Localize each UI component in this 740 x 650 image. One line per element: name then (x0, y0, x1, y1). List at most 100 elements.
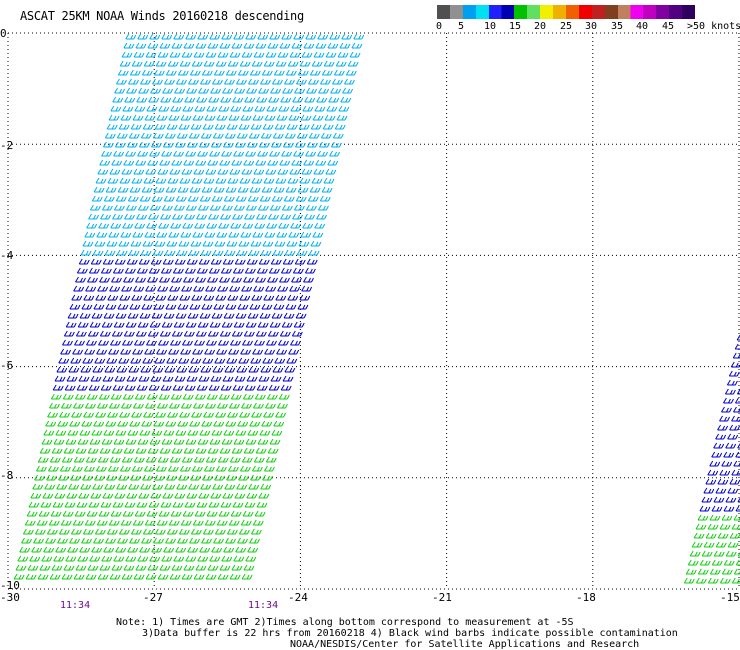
wind-barb (127, 429, 139, 436)
wind-barb (216, 114, 228, 121)
wind-barb (168, 348, 180, 355)
wind-barb (149, 33, 161, 40)
wind-barb (269, 33, 281, 40)
wind-barb (167, 177, 179, 184)
wind-barb (276, 231, 288, 238)
wind-barb (729, 532, 740, 539)
wind-barb (256, 267, 268, 274)
wind-barb (142, 528, 154, 535)
wind-barb (115, 312, 127, 319)
colorbar-swatch (462, 5, 489, 19)
wind-barb (278, 105, 290, 112)
wind-barb (166, 240, 178, 247)
wind-barb (121, 456, 133, 463)
wind-barb (243, 447, 255, 454)
wind-barb (139, 312, 151, 319)
wind-barb (89, 438, 101, 445)
wind-barb (82, 528, 94, 535)
wind-barb (290, 222, 302, 229)
wind-barb (186, 375, 198, 382)
wind-barb (193, 402, 204, 409)
wind-barb (118, 240, 130, 247)
wind-barb (266, 222, 278, 229)
wind-barb (96, 231, 108, 238)
wind-barb (13, 573, 25, 580)
wind-barb (163, 312, 175, 319)
wind-barb (161, 438, 173, 445)
wind-barb (152, 483, 164, 490)
wind-barb (167, 294, 179, 301)
wind-barb (123, 564, 135, 571)
wind-barb (267, 330, 279, 337)
wind-barb (291, 42, 303, 49)
wind-barb (241, 402, 252, 409)
wind-barb (229, 168, 241, 175)
wind-barb (314, 105, 326, 112)
wind-barb (254, 105, 266, 112)
wind-barb (29, 555, 41, 562)
wind-barb (219, 564, 231, 571)
wind-barb (703, 541, 715, 548)
wind-barb (235, 195, 247, 202)
wind-barb (312, 114, 324, 121)
wind-barb (158, 510, 170, 517)
map-frame (7, 32, 740, 593)
wind-barb (293, 204, 305, 211)
wind-barb (190, 528, 202, 535)
wind-barb (243, 276, 254, 283)
wind-barb (273, 186, 285, 193)
wind-barb (273, 303, 285, 310)
wind-barb (721, 514, 733, 521)
wind-barb (292, 267, 304, 274)
wind-barb (220, 267, 232, 274)
wind-barb (152, 78, 163, 85)
wind-barb (116, 78, 127, 85)
wind-barb (229, 456, 241, 463)
lon-label-m24: -24 (288, 591, 308, 604)
wind-barb (112, 96, 124, 103)
wind-barb (185, 438, 197, 445)
wind-barb (58, 474, 69, 481)
wind-barb (221, 204, 233, 211)
wind-barb (693, 532, 705, 539)
wind-barb (175, 546, 187, 553)
wind-barb (88, 501, 100, 508)
wind-barb (293, 33, 305, 40)
wind-barb (224, 483, 236, 490)
wind-barb (83, 294, 95, 301)
wind-barb (173, 555, 185, 562)
wind-barb (242, 222, 254, 229)
wind-barb (136, 267, 148, 274)
wind-barb (213, 303, 225, 310)
wind-barb (262, 123, 274, 130)
wind-barb (80, 249, 92, 256)
wind-barb (129, 69, 141, 76)
wind-barb (245, 438, 257, 445)
wind-barb (121, 51, 133, 58)
wind-barb (168, 114, 180, 121)
wind-barb (108, 114, 120, 121)
wind-barb (113, 204, 125, 211)
wind-barb (49, 573, 61, 580)
wind-barb (345, 69, 357, 76)
wind-barb (122, 222, 134, 229)
wind-barb (126, 492, 138, 499)
wind-barb (118, 123, 130, 130)
wind-barb (282, 375, 294, 382)
wind-barb (154, 357, 166, 364)
wind-barb (177, 537, 188, 544)
wind-barb (325, 168, 337, 175)
wind-barb (240, 519, 252, 526)
wind-barb (324, 114, 336, 121)
wind-barb (728, 370, 740, 377)
wind-barb (225, 186, 237, 193)
wind-barb (155, 177, 167, 184)
wind-barb (237, 186, 249, 193)
wind-barb (166, 357, 178, 364)
wind-barb (236, 249, 248, 256)
wind-barb (105, 303, 117, 310)
wind-barb (123, 447, 135, 454)
wind-barb (248, 366, 260, 373)
wind-barb (239, 465, 251, 472)
wind-barb (91, 312, 103, 319)
